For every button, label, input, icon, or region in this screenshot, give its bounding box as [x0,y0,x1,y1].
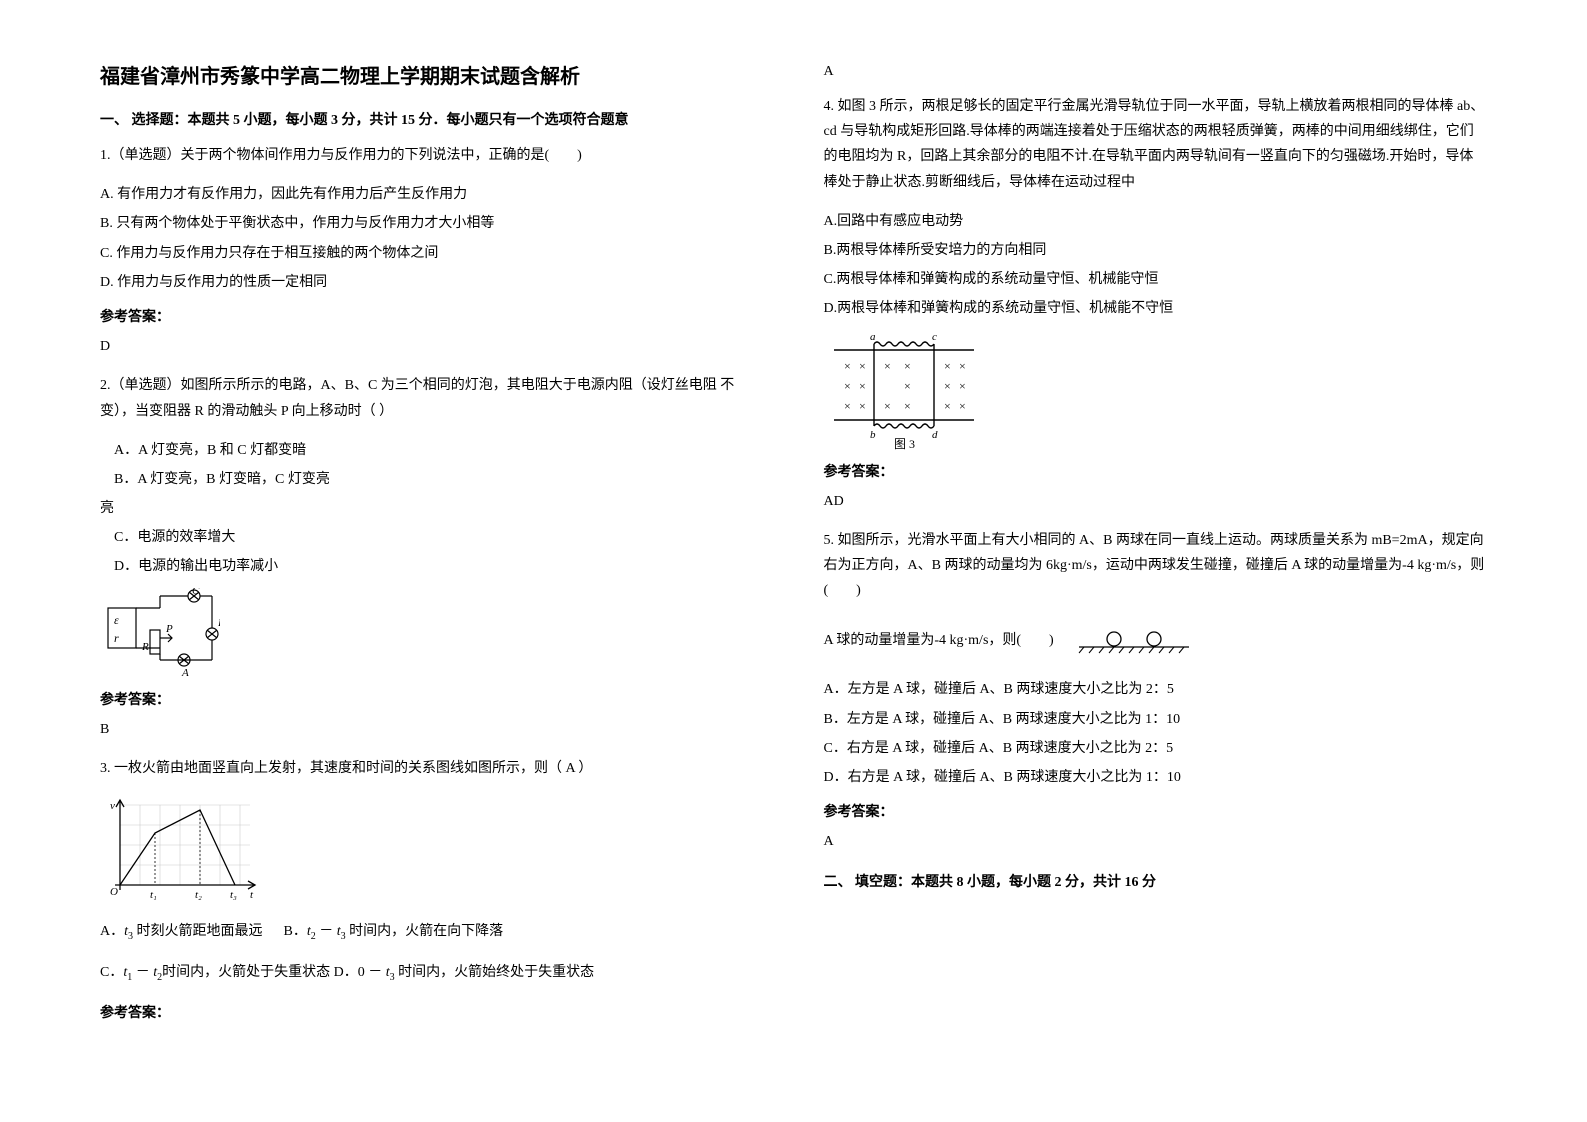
svg-text:v: v [110,800,115,812]
q3-optB-post: 时间内，火箭在向下降落 [346,924,504,939]
q3-optA-post: 时刻火箭距地面最远 [133,924,263,939]
q4-optC: C.两根导体棒和弹簧构成的系统动量守恒、机械能守恒 [824,267,1488,292]
q2-circuit-diagram: ε r C B [100,588,220,678]
q4-optA: A.回路中有感应电动势 [824,209,1488,234]
svg-text:a: a [870,331,876,343]
svg-text:×: × [904,359,911,373]
svg-text:d: d [932,429,938,441]
svg-text:×: × [859,399,866,413]
q4-stem: 4. 如图 3 所示，两根足够长的固定平行金属光滑导轨位于同一水平面，导轨上横放… [824,94,1488,195]
q5-answer-label: 参考答案： [824,800,1488,825]
q3-opts-row2: C．t1 － t2时间内，火箭处于失重状态 D．0 － t3 时间内，火箭始终处… [100,960,764,987]
q5-stem-line2: A 球的动量增量为-4 kg·m/s，则( ) [824,617,1488,663]
q2-answer-label: 参考答案： [100,688,764,713]
svg-text:b: b [870,429,876,441]
q5-stem-line1: 5. 如图所示，光滑水平面上有大小相同的 A、B 两球在同一直线上运动。两球质量… [824,528,1488,604]
svg-text:P: P [165,623,173,635]
q3-answer-label: 参考答案： [100,1001,764,1026]
page-title: 福建省漳州市秀篆中学高二物理上学期期末试题含解析 [100,60,764,89]
question-5: 5. 如图所示，光滑水平面上有大小相同的 A、B 两球在同一直线上运动。两球质量… [824,528,1488,855]
svg-text:×: × [959,379,966,393]
q4-rail-diagram: × × × × × × × × × × × × × × × × × a c b d 图 3 [824,330,984,450]
section-2-heading: 二、 填空题：本题共 8 小题，每小题 2 分，共计 16 分 [824,871,1488,891]
question-2: 2.（单选题）如图所示所示的电路，A、B、C 为三个相同的灯泡，其电阻大于电源内… [100,373,764,742]
q1-optC: C. 作用力与反作用力只存在于相互接触的两个物体之间 [100,241,764,266]
q1-optD: D. 作用力与反作用力的性质一定相同 [100,270,764,295]
q4-optD: D.两根导体棒和弹簧构成的系统动量守恒、机械能不守恒 [824,296,1488,321]
q3-optC-post: 时间内，火箭处于失重状态 [162,965,330,980]
q3-optB-pre: B． [284,924,307,939]
svg-text:×: × [859,379,866,393]
svg-text:×: × [884,399,891,413]
q5-answer: A [824,829,1488,854]
svg-text:t: t [250,889,254,901]
q1-optB: B. 只有两个物体处于平衡状态中，作用力与反作用力才大小相等 [100,211,764,236]
svg-text:t₁: t₁ [150,889,157,901]
svg-text:O: O [110,886,118,898]
q3-optD-pre: D． [334,965,358,980]
q3-answer: A [824,64,1488,80]
q2-stem: 2.（单选题）如图所示所示的电路，A、B、C 为三个相同的灯泡，其电阻大于电源内… [100,373,764,423]
q4-optB: B.两根导体棒所受安培力的方向相同 [824,238,1488,263]
svg-text:ε: ε [114,613,119,627]
q3-opts-row1: A．t3 时刻火箭距地面最远 B．t2 － t3 时间内，火箭在向下降落 [100,919,764,946]
q3-optA-pre: A． [100,924,124,939]
q2-answer: B [100,717,764,742]
svg-text:c: c [932,331,937,343]
q5-optD: D．右方是 A 球，碰撞后 A、B 两球速度大小之比为 1：10 [824,765,1488,790]
svg-text:×: × [944,379,951,393]
q3-vt-graph: v O t₁ t₂ t₃ t [100,795,260,905]
svg-text:×: × [904,399,911,413]
svg-text:×: × [859,359,866,373]
q2-optB-text: B．A 灯变亮，B 灯变暗，C 灯变亮 [114,472,330,487]
q3-optC-pre: C． [100,965,123,980]
q4-answer-label: 参考答案： [824,460,1488,485]
q4-fig-label: 图 3 [894,437,915,450]
q1-stem: 1.（单选题）关于两个物体间作用力与反作用力的下列说法中，正确的是( ) [100,143,764,168]
svg-text:×: × [944,359,951,373]
q5-balls-diagram [1074,625,1194,655]
svg-text:B: B [218,617,220,629]
q1-answer-label: 参考答案： [100,305,764,330]
q2-opt-wrap: 亮 [100,496,764,521]
q5-stem-tail: A 球的动量增量为-4 kg·m/s，则( ) [824,628,1054,653]
q3-stem: 3. 一枚火箭由地面竖直向上发射，其速度和时间的关系图线如图所示，则（ A ） [100,756,764,781]
svg-text:×: × [844,399,851,413]
q2-optC: C．电源的效率增大 [100,525,764,550]
svg-text:t₃: t₃ [230,889,237,901]
svg-text:×: × [844,359,851,373]
q5-optA: A．左方是 A 球，碰撞后 A、B 两球速度大小之比为 2：5 [824,677,1488,702]
svg-text:×: × [959,359,966,373]
question-3: 3. 一枚火箭由地面竖直向上发射，其速度和时间的关系图线如图所示，则（ A ） [100,756,764,1026]
svg-text:×: × [959,399,966,413]
svg-text:×: × [884,359,891,373]
q3-optD-post: 时间内，火箭始终处于失重状态 [395,965,595,980]
q5-optC: C．右方是 A 球，碰撞后 A、B 两球速度大小之比为 2：5 [824,736,1488,761]
svg-text:C: C [192,588,200,597]
svg-text:×: × [844,379,851,393]
svg-text:R: R [141,641,149,653]
q1-optA: A. 有作用力才有反作用力，因此先有作用力后产生反作用力 [100,182,764,207]
svg-text:A: A [181,667,189,678]
svg-text:r: r [114,631,119,645]
q1-answer: D [100,334,764,359]
q2-optB: B．A 灯变亮，B 灯变暗，C 灯变亮 [100,467,764,492]
svg-text:×: × [944,399,951,413]
q2-optA: A．A 灯变亮，B 和 C 灯都变暗 [100,438,764,463]
question-4: 4. 如图 3 所示，两根足够长的固定平行金属光滑导轨位于同一水平面，导轨上横放… [824,94,1488,514]
q2-optD: D．电源的输出电功率减小 [100,554,764,579]
question-1: 1.（单选题）关于两个物体间作用力与反作用力的下列说法中，正确的是( ) A. … [100,143,764,359]
svg-text:t₂: t₂ [195,889,202,901]
q5-optB: B．左方是 A 球，碰撞后 A、B 两球速度大小之比为 1：10 [824,707,1488,732]
section-1-heading: 一、 选择题：本题共 5 小题，每小题 3 分，共计 15 分．每小题只有一个选… [100,109,764,129]
svg-text:×: × [904,379,911,393]
q4-answer: AD [824,489,1488,514]
